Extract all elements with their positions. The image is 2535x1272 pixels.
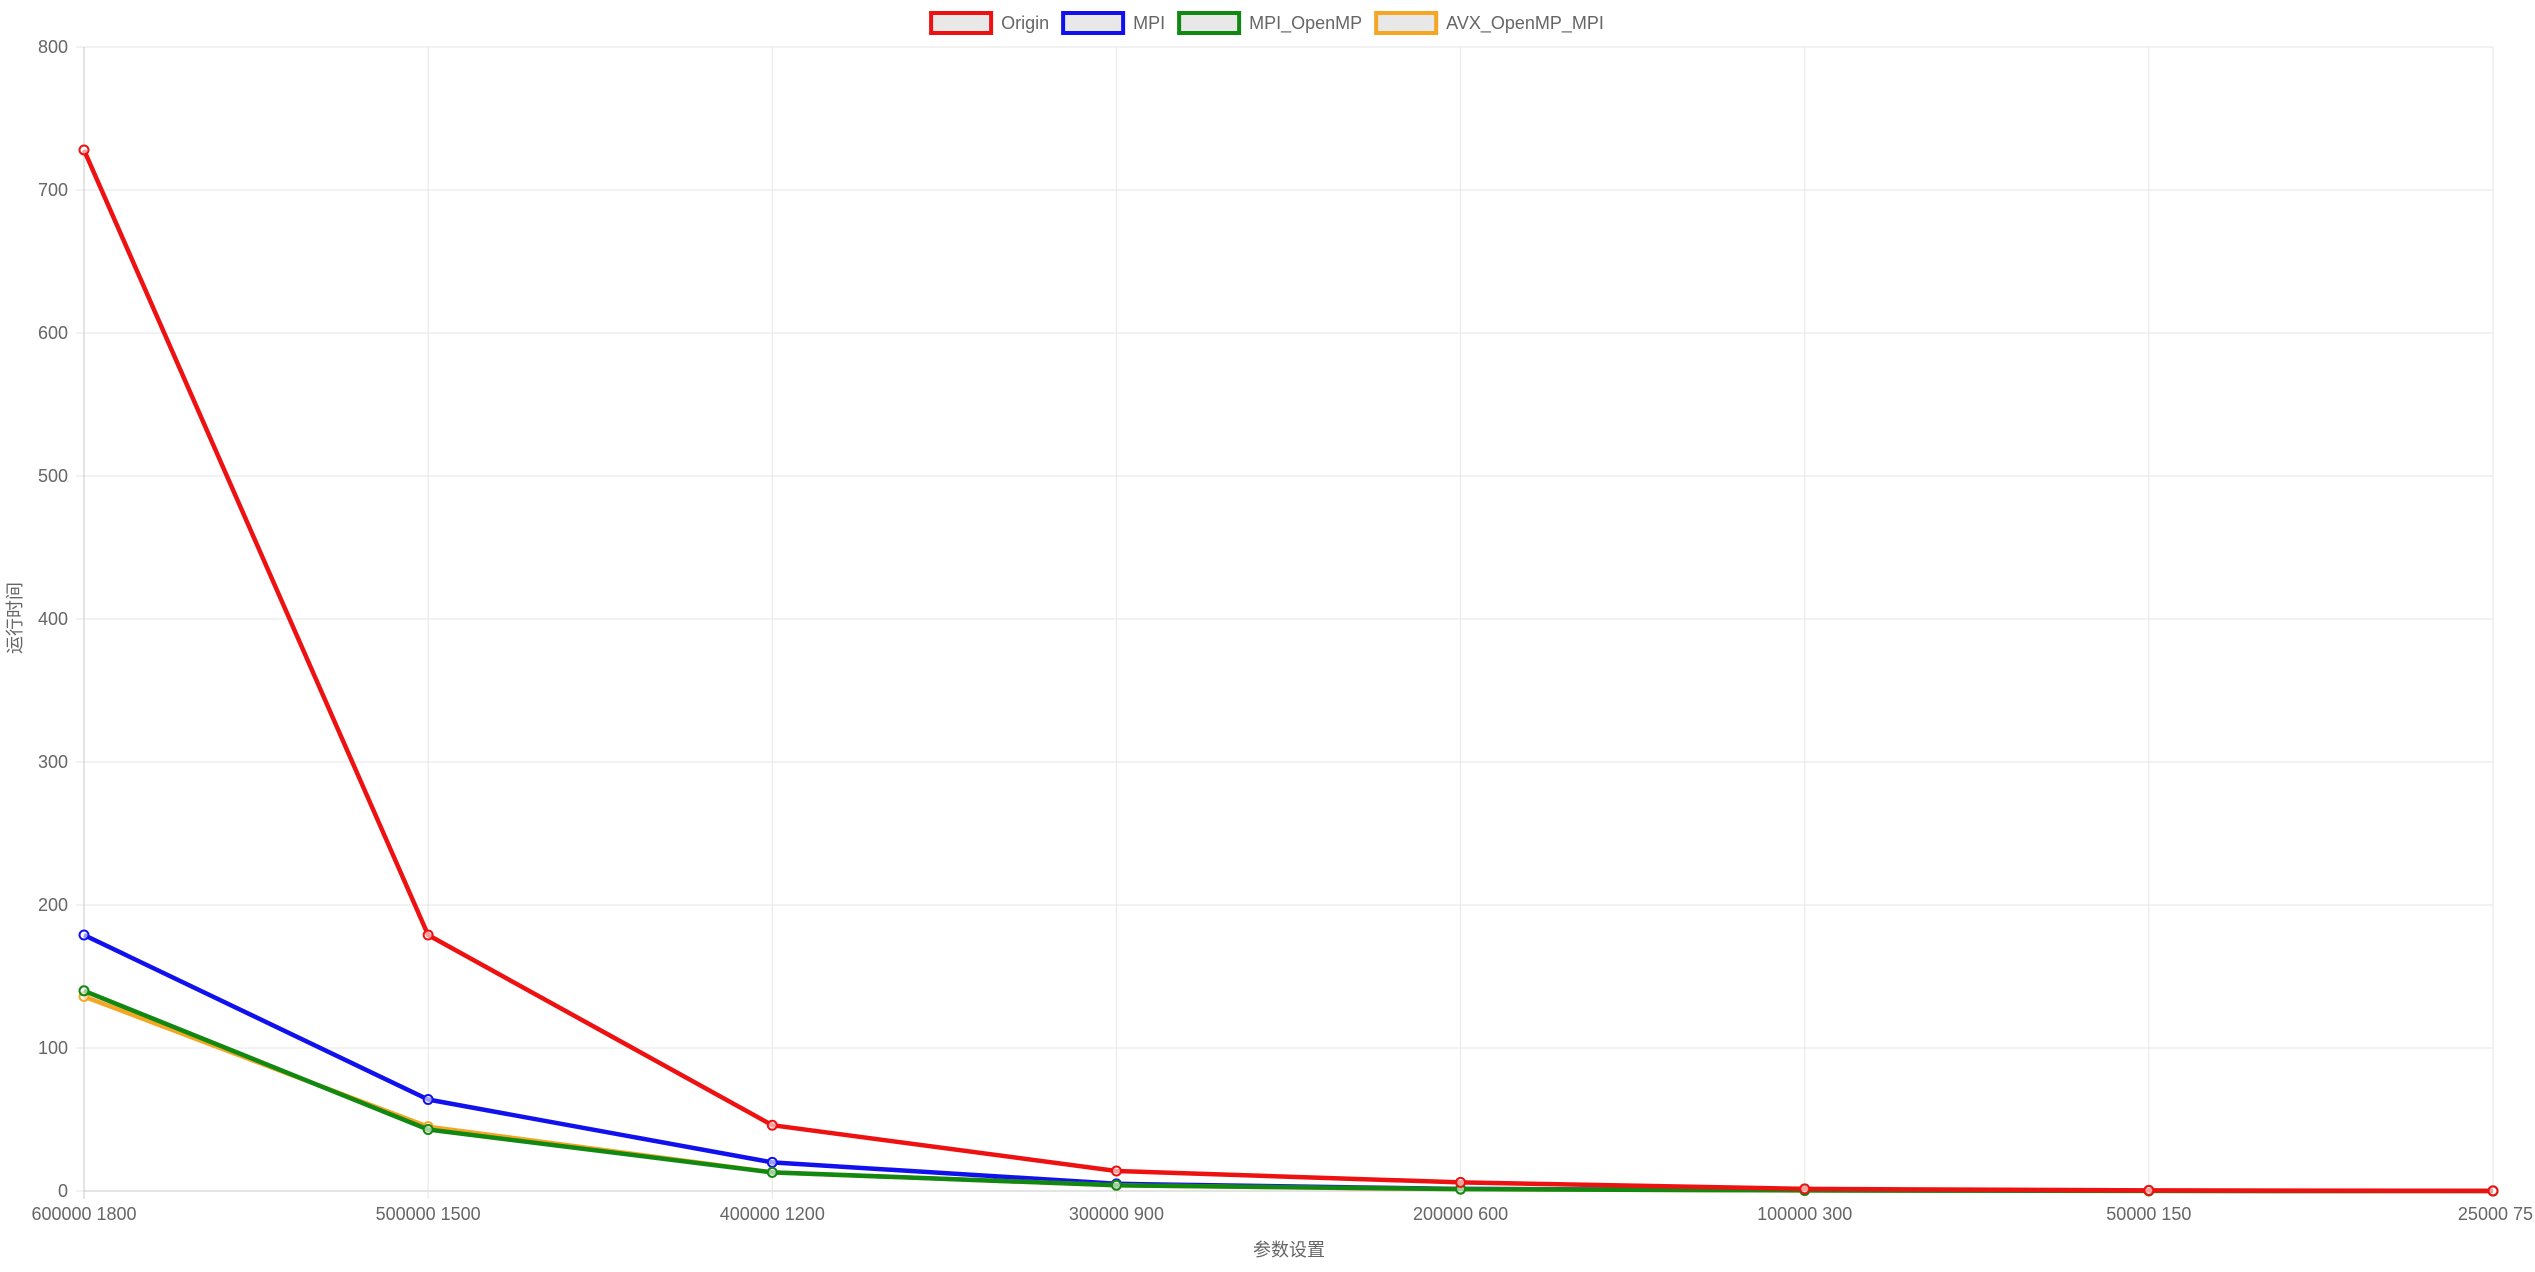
data-point-mpi_openmp — [1110, 1179, 1122, 1191]
data-point-origin — [78, 144, 90, 156]
data-point-origin — [1455, 1176, 1467, 1188]
x-tick-label: 300000 900 — [1069, 1204, 1164, 1224]
legend-label-avx_openmp_mpi: AVX_OpenMP_MPI — [1446, 13, 1604, 34]
series-line-mpi_openmp — [83, 988, 2494, 1194]
series-line-mpi — [83, 932, 2494, 1194]
y-tick-label: 0 — [58, 1181, 68, 1201]
data-point-origin — [1799, 1183, 1811, 1195]
legend-swatch-mpi_openmp — [1177, 11, 1242, 35]
x-axis-ticks: 600000 1800 500000 1500 400000 1200 300000 … — [31, 1204, 2533, 1224]
x-tick-label: 500000 1500 — [376, 1204, 481, 1224]
y-tick-label: 300 — [38, 752, 68, 772]
legend-label-mpi_openmp: MPI_OpenMP — [1249, 13, 1362, 34]
y-tick-label: 700 — [38, 180, 68, 200]
data-point-mpi — [422, 1093, 434, 1105]
x-tick-label: 600000 1800 — [31, 1204, 136, 1224]
data-point-origin — [766, 1119, 778, 1131]
legend-label-origin: Origin — [1001, 13, 1049, 33]
legend-swatch-avx_openmp_mpi — [1374, 11, 1439, 35]
legend: Origin MPI MPI_OpenMP AVX_OpenMP_MPI — [929, 11, 1604, 35]
x-tick-label: 400000 1200 — [720, 1204, 825, 1224]
data-point-origin — [422, 929, 434, 941]
grid-lines — [76, 46, 2494, 1199]
data-point-origin — [2143, 1184, 2155, 1196]
y-tick-label: 800 — [38, 37, 68, 57]
data-point-origin — [1110, 1165, 1122, 1177]
y-tick-label: 600 — [38, 323, 68, 343]
y-tick-label: 100 — [38, 1038, 68, 1058]
y-tick-label: 400 — [38, 609, 68, 629]
series-lines — [78, 144, 2499, 1197]
series-line-avx_openmp_mpi — [83, 994, 2494, 1194]
data-point-mpi_openmp — [422, 1124, 434, 1136]
data-point-mpi_openmp — [766, 1166, 778, 1178]
x-tick-label: 25000 75 — [2458, 1204, 2533, 1224]
legend-swatch-origin — [929, 11, 994, 35]
series-line-origin — [81, 149, 2494, 1194]
x-tick-label: 100000 300 — [1757, 1204, 1852, 1224]
data-point-mpi — [78, 929, 90, 941]
legend-swatch-mpi — [1061, 11, 1126, 35]
y-axis-ticks: 0 100 200 300 400 500 600 700 800 — [38, 37, 68, 1201]
data-point-mpi — [766, 1156, 778, 1168]
y-axis-title: 运行时间 — [5, 582, 25, 654]
y-tick-label: 200 — [38, 895, 68, 915]
x-axis-title: 参数设置 — [1253, 1240, 1325, 1260]
data-point-mpi_openmp — [78, 985, 90, 997]
x-tick-label: 200000 600 — [1413, 1204, 1508, 1224]
y-tick-label: 500 — [38, 466, 68, 486]
data-point-origin — [2487, 1185, 2499, 1197]
x-tick-label: 50000 150 — [2106, 1204, 2191, 1224]
legend-label-mpi: MPI — [1133, 13, 1165, 33]
